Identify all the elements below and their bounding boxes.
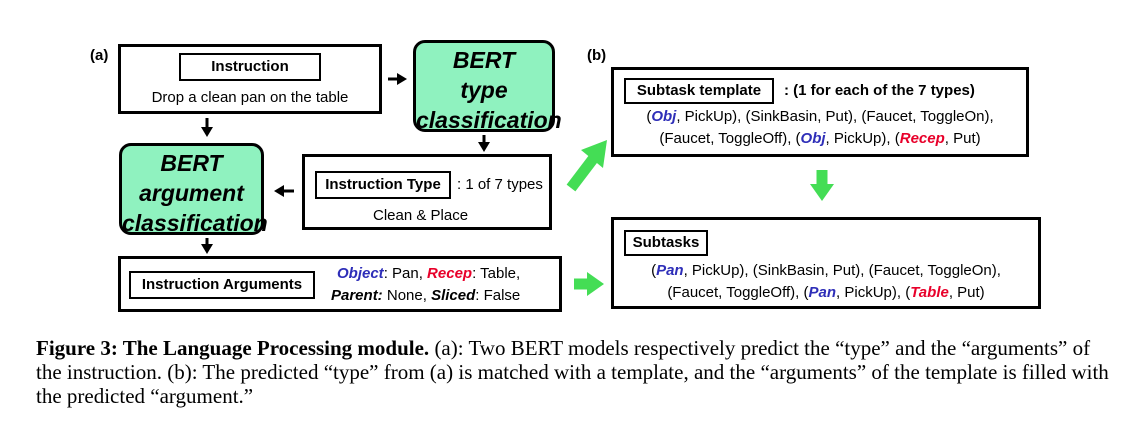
template-line2: (Faucet, ToggleOff), (Obj, PickUp), (Rec… [614, 130, 1026, 147]
bert-argument-classification-box: BERT argument classification [119, 143, 268, 236]
object-value: : Pan, [383, 265, 428, 282]
subtasks-line2-part3: , Put) [948, 284, 985, 301]
bert-type-line1: BERT [452, 47, 516, 73]
subtasks-line1-part1: ( [651, 262, 657, 279]
template-recep: Recep [899, 130, 945, 147]
panel-a-label: (a) [90, 47, 109, 64]
bert-arg-line3: classification [122, 210, 268, 236]
subtasks-title: Subtasks [624, 230, 708, 256]
caption-bold: Figure 3: The Language Processing module… [36, 336, 430, 360]
recep-value: : Table, [472, 265, 521, 282]
subtasks-line2: (Faucet, ToggleOff), (Pan, PickUp), (Tab… [614, 284, 1038, 301]
figure-caption: Figure 3: The Language Processing module… [36, 336, 1116, 408]
template-line2-part1: (Faucet, ToggleOff), ( [659, 130, 801, 147]
subtask-template-title: Subtask template [624, 78, 774, 104]
subtasks-recep: Table [910, 284, 949, 301]
instruction-arguments-box: Instruction Arguments Object: Pan, Recep… [118, 256, 562, 312]
arrow-down-icon [201, 238, 213, 254]
instruction-text: Drop a clean pan on the table [151, 89, 349, 106]
template-line2-part2: , PickUp), ( [825, 130, 900, 147]
instruction-type-suffix: : 1 of 7 types [457, 176, 543, 193]
instruction-box: Instruction Drop a clean pan on the tabl… [118, 44, 382, 114]
object-key: Object [337, 265, 384, 282]
subtasks-line2-part2: , PickUp), ( [836, 284, 911, 301]
arrow-right-icon [388, 73, 407, 85]
template-line1-part2: , PickUp), (SinkBasin, Put), (Faucet, To… [676, 108, 994, 125]
arrow-down-icon [478, 135, 490, 152]
parent-key: Parent: [331, 287, 383, 304]
template-line2-part3: , Put) [944, 130, 981, 147]
green-arrow-diagonal-icon [566, 140, 607, 192]
green-arrow-down-icon [810, 170, 834, 201]
template-obj-2: Obj [800, 130, 826, 147]
bert-arg-line1: BERT [160, 150, 223, 176]
recep-key: Recep [427, 265, 473, 282]
bert-type-line3: classification [416, 107, 562, 133]
arrow-down-icon [201, 118, 213, 137]
instruction-title: Instruction [179, 53, 321, 81]
caption-rest: (a): Two BERT models respectively predic… [36, 336, 1109, 408]
subtask-template-box: Subtask template : (1 for each of the 7 … [611, 67, 1029, 157]
template-line1: (Obj, PickUp), (SinkBasin, Put), (Faucet… [614, 108, 1026, 125]
bert-type-line2: type [460, 77, 508, 103]
subtasks-box: Subtasks (Pan, PickUp), (SinkBasin, Put)… [611, 217, 1041, 309]
subtasks-obj-2: Pan [808, 284, 837, 301]
parent-value: None, [382, 287, 432, 304]
subtasks-line1: (Pan, PickUp), (SinkBasin, Put), (Faucet… [614, 262, 1038, 279]
subtask-template-suffix: : (1 for each of the 7 types) [784, 82, 975, 99]
bert-arg-line2: argument [139, 180, 244, 206]
panel-b-label: (b) [587, 47, 607, 64]
subtasks-line2-part1: (Faucet, ToggleOff), ( [667, 284, 809, 301]
instruction-type-value: Clean & Place [373, 207, 469, 224]
arrow-left-icon [274, 185, 294, 197]
template-line1-part1: ( [646, 108, 652, 125]
instruction-arguments-title: Instruction Arguments [129, 271, 315, 299]
arguments-line2: Parent: None, Sliced: False [331, 287, 520, 304]
green-arrow-right-icon [574, 272, 604, 296]
subtasks-obj-1: Pan [656, 262, 684, 279]
instruction-type-box: Instruction Type : 1 of 7 types Clean & … [302, 154, 552, 230]
template-obj-1: Obj [651, 108, 677, 125]
bert-type-classification-box: BERT type classification [413, 40, 562, 133]
arguments-line1: Object: Pan, Recep: Table, [337, 265, 520, 282]
subtasks-line1-part2: , PickUp), (SinkBasin, Put), (Faucet, To… [683, 262, 1001, 279]
sliced-key: Sliced [431, 287, 476, 304]
instruction-type-title: Instruction Type [315, 171, 451, 199]
sliced-value: : False [475, 287, 521, 304]
